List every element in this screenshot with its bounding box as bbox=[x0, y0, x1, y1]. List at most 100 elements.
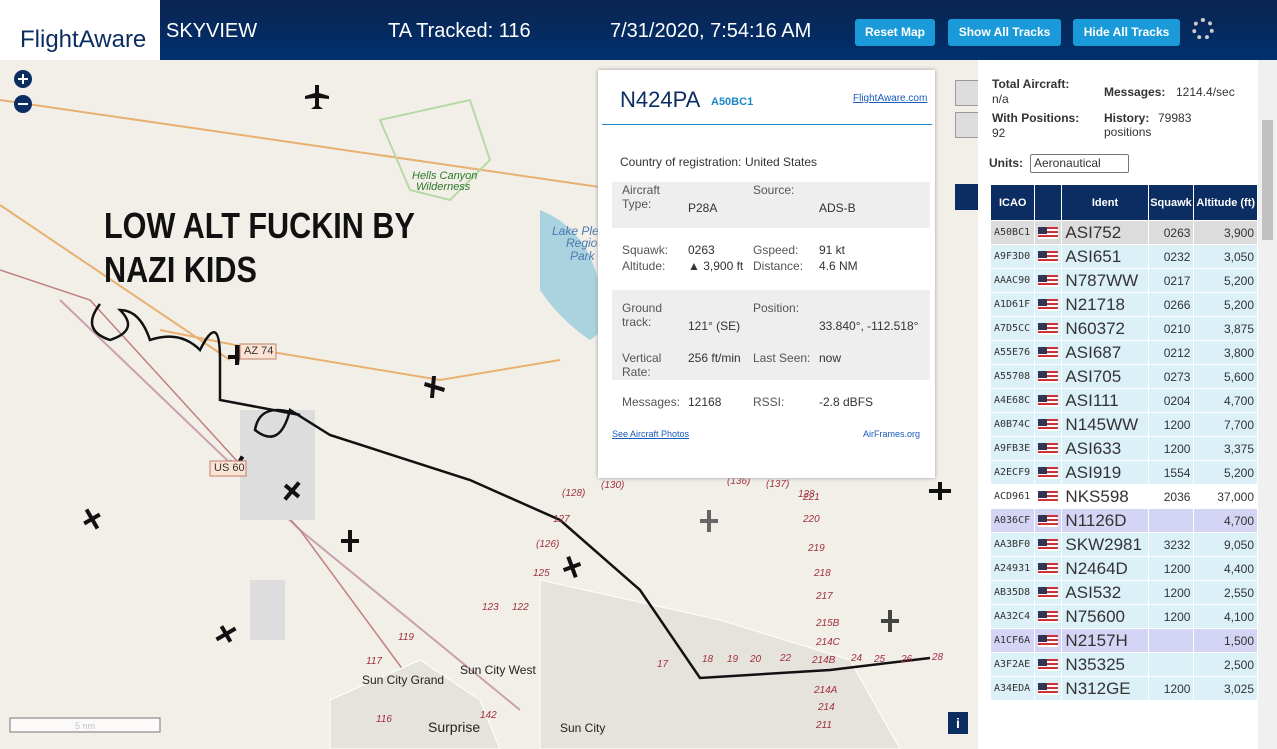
icao: A9FB3E bbox=[994, 443, 1031, 454]
value: 79983 positions bbox=[1104, 111, 1192, 139]
aircraft-row[interactable]: A50BC1 ASI752 0263 3,900 bbox=[991, 221, 1257, 244]
fa-link[interactable]: FlightAware.com bbox=[853, 93, 928, 104]
scrollbar[interactable] bbox=[1258, 60, 1277, 749]
flag bbox=[1035, 557, 1061, 580]
settings[interactable] bbox=[1192, 18, 1214, 40]
place-label: Surprise bbox=[428, 719, 480, 735]
info-button[interactable] bbox=[948, 712, 968, 734]
label: History: bbox=[1104, 111, 1150, 125]
ident: ASI752 bbox=[1065, 222, 1122, 242]
aircraft-row[interactable]: A55708 ASI705 0273 5,600 bbox=[991, 365, 1257, 388]
road-label: 128 bbox=[798, 489, 815, 500]
field-value: 121° (SE) bbox=[688, 319, 741, 333]
aircraft-row[interactable]: AAAC90 N787WW 0217 5,200 bbox=[991, 269, 1257, 292]
tracked: TA Tracked: 116 bbox=[388, 20, 531, 42]
field-value: now bbox=[819, 351, 842, 365]
squawk: 0212 bbox=[1163, 345, 1191, 360]
road-label: (136) bbox=[727, 476, 750, 487]
ident: ASI651 bbox=[1065, 246, 1122, 266]
column-header: Altitude (ft) bbox=[1194, 185, 1257, 220]
road-label: 211 bbox=[815, 720, 832, 731]
header: FlightAware SKYVIEW TA Tracked: 116 7/31… bbox=[0, 0, 1277, 60]
road-label: 214A bbox=[813, 685, 838, 696]
altitude: 37,000 bbox=[1217, 489, 1254, 504]
flag bbox=[1035, 605, 1061, 628]
aircraft-row[interactable]: A036CF N1126D 4,700 bbox=[991, 509, 1257, 532]
airframes-link[interactable]: AirFrames.org bbox=[863, 429, 921, 439]
aircraft-row[interactable]: A9F3D0 ASI651 0232 3,050 bbox=[991, 245, 1257, 268]
aircraft-row[interactable]: A1D61F N21718 0266 5,200 bbox=[991, 293, 1257, 316]
altitude: 5,200 bbox=[1223, 297, 1254, 312]
squawk: 0204 bbox=[1163, 393, 1191, 408]
road-label: 117 bbox=[366, 656, 382, 667]
place-label: Hells Canyon bbox=[412, 170, 477, 182]
aircraft-row[interactable]: A4E68C ASI111 0204 4,700 bbox=[991, 389, 1257, 412]
altitude: 4,700 bbox=[1223, 513, 1254, 528]
ident: ASI111 bbox=[1065, 390, 1119, 410]
aircraft-row[interactable]: A24931 N2464D 1200 4,400 bbox=[991, 557, 1257, 580]
flag bbox=[1035, 653, 1061, 676]
altitude: 4,400 bbox=[1223, 561, 1254, 576]
squawk bbox=[1149, 509, 1194, 532]
aircraft-row[interactable]: A7D5CC N60372 0210 3,875 bbox=[991, 317, 1257, 340]
icao: A3F2AE bbox=[994, 659, 1031, 670]
aircraft-row[interactable]: ACD961 NKS598 2036 37,000 bbox=[991, 485, 1257, 508]
hide-tracks[interactable]: Hide All Tracks bbox=[1073, 19, 1180, 46]
photos-link[interactable]: See Aircraft Photos bbox=[612, 429, 690, 439]
columns-button[interactable] bbox=[955, 184, 979, 210]
svg-text:i: i bbox=[956, 715, 960, 731]
value: 92 bbox=[992, 126, 1006, 140]
ident: N21718 bbox=[1065, 294, 1125, 314]
label: Units: bbox=[989, 156, 1023, 170]
field-label: Source: bbox=[753, 183, 795, 197]
icao: A55E76 bbox=[994, 347, 1031, 358]
road-shield: AZ 74 bbox=[244, 345, 273, 357]
field-value: P28A bbox=[688, 201, 718, 215]
icao: ACD961 bbox=[994, 491, 1031, 502]
reset-map[interactable]: Reset Map bbox=[855, 19, 935, 46]
column-header: Ident bbox=[1062, 185, 1148, 220]
flag bbox=[1035, 509, 1061, 532]
road-label: 214B bbox=[811, 655, 836, 666]
ident: ASI532 bbox=[1065, 582, 1122, 602]
flag bbox=[1035, 629, 1061, 652]
icao: A34EDA bbox=[994, 683, 1031, 694]
column-header: ICAO bbox=[991, 185, 1035, 220]
aircraft-row[interactable]: A2ECF9 ASI919 1554 5,200 bbox=[991, 461, 1257, 484]
squawk: 1200 bbox=[1163, 609, 1191, 624]
aircraft-row[interactable]: A55E76 ASI687 0212 3,800 bbox=[991, 341, 1257, 364]
registration: N424PA bbox=[620, 87, 701, 112]
flag bbox=[1035, 533, 1061, 556]
units-select[interactable]: Aeronautical bbox=[1030, 154, 1129, 173]
aircraft-row[interactable]: AA3BF0 SKW2981 3232 9,050 bbox=[991, 533, 1257, 556]
aircraft-row[interactable]: A0B74C N145WW 1200 7,700 bbox=[991, 413, 1257, 436]
flag bbox=[1035, 677, 1061, 700]
altitude: 5,600 bbox=[1223, 369, 1254, 384]
field-label: Squawk: bbox=[622, 243, 669, 257]
field-value: ▲ 3,900 ft bbox=[688, 259, 744, 273]
road-label: 214 bbox=[817, 702, 835, 713]
aircraft-row[interactable]: A1CF6A N2157H 1,500 bbox=[991, 629, 1257, 652]
ident: SKW2981 bbox=[1065, 534, 1142, 554]
aircraft-row[interactable]: A34EDA N312GE 1200 3,025 bbox=[991, 677, 1257, 700]
map-button[interactable] bbox=[955, 80, 981, 106]
overlay-text: NAZI KIDS bbox=[104, 251, 257, 291]
aircraft-row[interactable]: AB35D8 ASI532 1200 2,550 bbox=[991, 581, 1257, 604]
road-label: 219 bbox=[807, 543, 825, 554]
field-label: Ground track: bbox=[622, 301, 663, 329]
road-label: 125 bbox=[533, 568, 550, 579]
field-label: Altitude: bbox=[622, 259, 666, 273]
icao: A1D61F bbox=[994, 299, 1031, 310]
aircraft-row[interactable]: A9FB3E ASI633 1200 3,375 bbox=[991, 437, 1257, 460]
flag bbox=[1035, 461, 1061, 484]
flag bbox=[1035, 269, 1061, 292]
show-tracks[interactable]: Show All Tracks bbox=[948, 19, 1061, 46]
ident: ASI919 bbox=[1065, 462, 1122, 482]
icao: A2ECF9 bbox=[994, 467, 1031, 478]
squawk: 3232 bbox=[1163, 537, 1191, 552]
flag bbox=[1035, 437, 1061, 460]
aircraft-row[interactable]: AA32C4 N75600 1200 4,100 bbox=[991, 605, 1257, 628]
aircraft-row[interactable]: A3F2AE N35325 2,500 bbox=[991, 653, 1257, 676]
info-popup: N424PA A50BC1 FlightAware.com Country of… bbox=[598, 70, 935, 478]
icao: AB35D8 bbox=[994, 587, 1031, 598]
